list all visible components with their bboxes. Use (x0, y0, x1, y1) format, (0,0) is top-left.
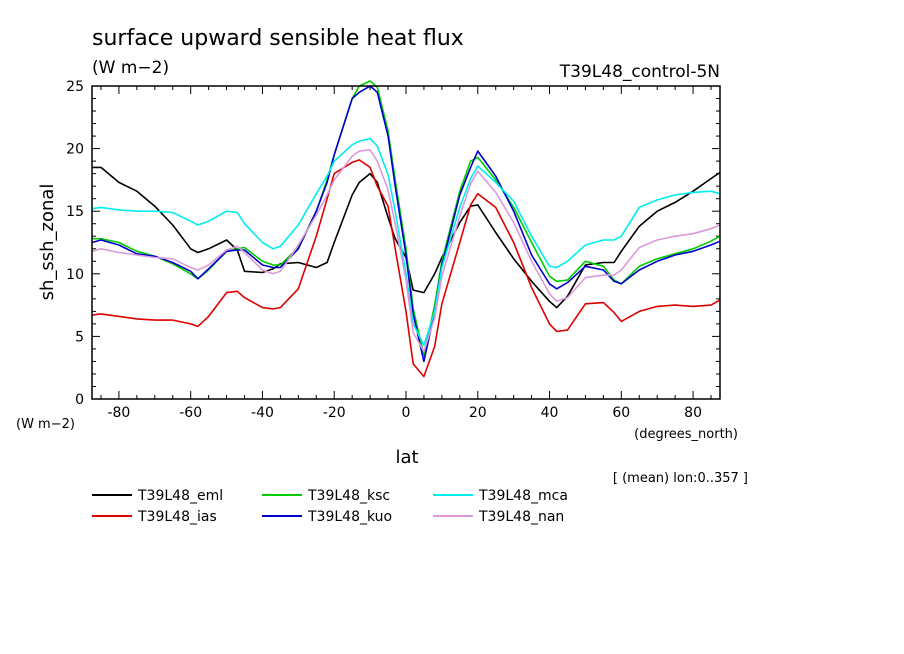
legend-label: T39L48_eml (137, 488, 223, 504)
run-label: T39L48_control-5N (559, 62, 720, 82)
x-tick-label: -60 (179, 405, 202, 421)
series-line-T39L48_kuo (91, 85, 721, 363)
y-tick-label: 25 (66, 79, 84, 95)
y-tick-label: 10 (66, 267, 84, 283)
axis-ticks: -80 -60 -40 -20 0 20 40 60 80 0 5 10 15 20 25 (66, 79, 720, 421)
legend-label: T39L48_ias (137, 509, 217, 525)
x-tick-label: -40 (251, 405, 274, 421)
x-tick-label: 80 (684, 405, 702, 421)
x-tick-label: -20 (323, 405, 346, 421)
y-tick-label: 0 (75, 392, 84, 408)
footnote: [ (mean) lon:0..357 ] (613, 471, 748, 486)
plot-frame (91, 85, 721, 400)
x-axis-units: (degrees_north) (634, 427, 738, 442)
series-line-T39L48_nan (91, 149, 721, 353)
legend: T39L48_eml T39L48_ias T39L48_ksc T39L48_kuo… (92, 488, 568, 525)
series-line-T39L48_eml (92, 166, 721, 309)
chart-title: surface upward sensible heat flux (92, 26, 464, 51)
x-tick-label: 20 (469, 405, 487, 421)
legend-label: T39L48_kuo (307, 509, 392, 525)
x-tick-label: 0 (402, 405, 411, 421)
series-line-T39L48_ias (91, 159, 721, 378)
x-axis-label: lat (395, 447, 418, 468)
y-tick-label: 15 (66, 204, 84, 220)
series-line-T39L48_mca (91, 137, 721, 347)
legend-label: T39L48_nan (478, 509, 564, 525)
units-label: (W m−2) (92, 58, 169, 78)
y-tick-label: 5 (75, 329, 84, 345)
x-tick-label: 60 (612, 405, 630, 421)
y-axis-label: sh_ssh_zonal (37, 184, 58, 301)
y-tick-label: 20 (66, 142, 84, 158)
legend-label: T39L48_ksc (307, 488, 390, 504)
x-tick-label: -80 (107, 405, 130, 421)
series-lines (91, 80, 721, 378)
series-line-T39L48_ksc (92, 80, 721, 357)
x-tick-label: 40 (541, 405, 559, 421)
y-axis-units: (W m−2) (16, 417, 75, 432)
legend-label: T39L48_mca (478, 488, 568, 504)
